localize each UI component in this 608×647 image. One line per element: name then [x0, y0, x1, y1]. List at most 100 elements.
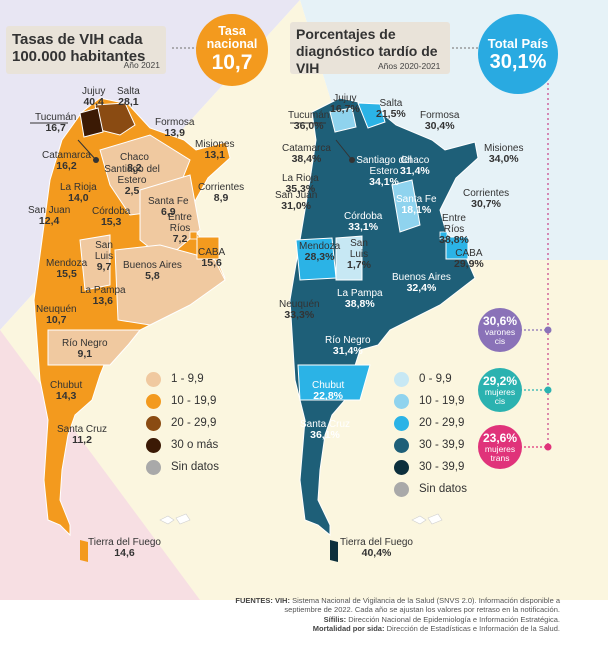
left-province-name: Chaco: [120, 152, 149, 163]
right-province-label: Santa Cruz 36,1%: [300, 419, 350, 441]
left-province-label: Jujuy 40,4: [82, 86, 105, 108]
total-country-badge: Total País 30,1%: [478, 14, 558, 94]
right-legend: 0 - 9,9 10 - 19,9 20 - 29,9 30 - 39,9 30 - 3…: [394, 368, 467, 500]
right-legend-label: Sin datos: [419, 483, 467, 495]
right-region-jujuy: [329, 107, 357, 133]
left-province-label: La Pampa 13,6: [80, 285, 126, 307]
right-region-santa-fe: [391, 179, 421, 233]
right-province-name: Santa Fe: [396, 194, 437, 205]
left-malvinas-icon: [159, 513, 191, 525]
left-province-name: La Pampa: [80, 285, 126, 296]
left-province-value: 8,9: [213, 192, 229, 204]
left-legend-label: Sin datos: [171, 461, 219, 473]
right-legend-swatch: [394, 437, 409, 453]
right-province-name: Tucumán: [288, 110, 330, 121]
left-legend-item: Sin datos: [146, 456, 219, 478]
right-province-name: CABA: [455, 248, 483, 259]
left-legend-item: 1 - 9,9: [146, 368, 219, 390]
right-province-name: Jujuy: [333, 93, 357, 104]
right-province-value: 30,7%: [471, 198, 501, 210]
left-province-value: 10,7: [46, 314, 67, 326]
right-province-label: Corrientes 30,7%: [463, 188, 509, 210]
right-legend-label: 0 - 9,9: [419, 373, 452, 385]
right-legend-label: 30 - 39,9: [419, 439, 465, 451]
breakdown-value: 23,6%: [482, 430, 518, 445]
right-region-tierra-del-fuego: [330, 540, 338, 562]
right-province-value: 29,9%: [454, 258, 484, 270]
right-province-value: 40,4%: [361, 547, 392, 559]
left-province-value: 28,1: [118, 96, 139, 108]
right-province-value: 35,3%: [285, 183, 316, 195]
footer-line1: Sistema Nacional de Vigilancia de la Sal…: [292, 596, 560, 605]
right-province-label: Río Negro 31,4%: [325, 335, 371, 357]
right-map-argentina: [172, 47, 552, 562]
breakdown-label-line1: varones: [484, 326, 516, 337]
right-province-label: La Pampa 38,8%: [337, 288, 383, 310]
left-province-value: 13,9: [164, 127, 185, 139]
left-province-value: 7,2: [172, 233, 188, 245]
right-province-value: 36,1%: [310, 429, 340, 441]
breakdown-label-line2: trans: [490, 452, 510, 463]
left-province-label: Santa Cruz 11,2: [57, 424, 107, 446]
right-province-value: 36,0%: [293, 120, 324, 132]
right-province-value: 31,0%: [281, 200, 312, 212]
left-province-label: Chaco 8,2: [120, 152, 149, 174]
right-province-name: Córdoba: [344, 211, 383, 222]
left-province-value: 12,4: [38, 215, 60, 227]
right-province-label: Tierra del Fuego 40,4%: [340, 537, 413, 559]
right-title-line1: Porcentajes de: [296, 26, 396, 42]
left-province-name: Misiones: [195, 139, 235, 150]
left-province-label: Tierra del Fuego 14,6: [88, 537, 161, 559]
right-province-value: 38,8%: [344, 298, 375, 310]
left-province-value: 2,5: [124, 185, 140, 197]
left-province-label: San Juan 12,4: [28, 205, 70, 227]
right-province-name: Chubut: [312, 380, 345, 391]
right-legend-swatch: [394, 459, 409, 475]
left-legend-item: 30 o más: [146, 434, 219, 456]
right-province-value: 38,8%: [439, 234, 469, 246]
left-province-name: Córdoba: [92, 206, 131, 217]
left-province-label: Córdoba 15,3: [92, 206, 130, 228]
breakdown-circle: 29,2% mujeres cis: [478, 368, 522, 412]
left-province-value: 11,2: [72, 434, 92, 446]
left-province-label: Entre Ríos 7,2: [163, 212, 197, 245]
right-province-name: Neuquén: [279, 299, 320, 310]
left-province-name: Santa Cruz: [57, 424, 108, 435]
right-province-label: Salta 21,5%: [376, 98, 406, 120]
right-province-label: Córdoba 33,1%: [344, 211, 382, 233]
right-province-value: 21,5%: [376, 108, 406, 120]
left-province-value: 40,4: [83, 96, 104, 108]
right-province-name: Río Negro: [325, 335, 371, 346]
left-province-label: San Luis 9,7: [87, 240, 121, 273]
right-legend-swatch: [394, 371, 409, 387]
right-province-label: Tucumán 36,0%: [288, 110, 329, 132]
right-province-label: Mendoza 28,3%: [299, 241, 340, 263]
footer-sources: FUENTES: VIH: Sistema Nacional de Vigila…: [140, 596, 560, 633]
right-legend-item: 10 - 19,9: [394, 390, 467, 412]
left-province-name: Catamarca: [42, 150, 91, 161]
left-region-jujuy: [79, 107, 104, 138]
left-province-value: 16,2: [56, 160, 77, 172]
right-province-name: Santiago del Estero: [356, 155, 412, 177]
left-legend-swatch: [146, 459, 161, 475]
right-province-value: 31,4%: [332, 345, 363, 357]
left-province-label: Neuquén 10,7: [36, 304, 77, 326]
left-province-value: 15,5: [56, 268, 77, 280]
breakdown-label-line2: cis: [494, 395, 506, 406]
left-province-value: 6,9: [160, 206, 176, 218]
right-legend-swatch: [394, 481, 409, 497]
left-province-name: Tierra del Fuego: [88, 537, 161, 548]
breakdown-circle: 30,6% varones cis: [478, 308, 522, 352]
right-province-name: Salta: [379, 98, 403, 109]
national-rate-label-line2: nacional: [206, 37, 258, 51]
left-province-name: Formosa: [155, 117, 195, 128]
right-title-box: Porcentajes de diagnóstico tardío de VIH…: [290, 22, 450, 76]
right-legend-item: 30 - 39,9: [394, 456, 467, 478]
left-province-value: 15,3: [100, 216, 122, 228]
left-province-name: San Luis: [94, 240, 114, 262]
right-province-value: 33,3%: [284, 309, 315, 321]
right-legend-item: Sin datos: [394, 478, 467, 500]
left-province-label: Río Negro 9,1: [62, 338, 108, 360]
right-legend-item: 20 - 29,9: [394, 412, 467, 434]
right-legend-label: 30 - 39,9: [419, 461, 465, 473]
